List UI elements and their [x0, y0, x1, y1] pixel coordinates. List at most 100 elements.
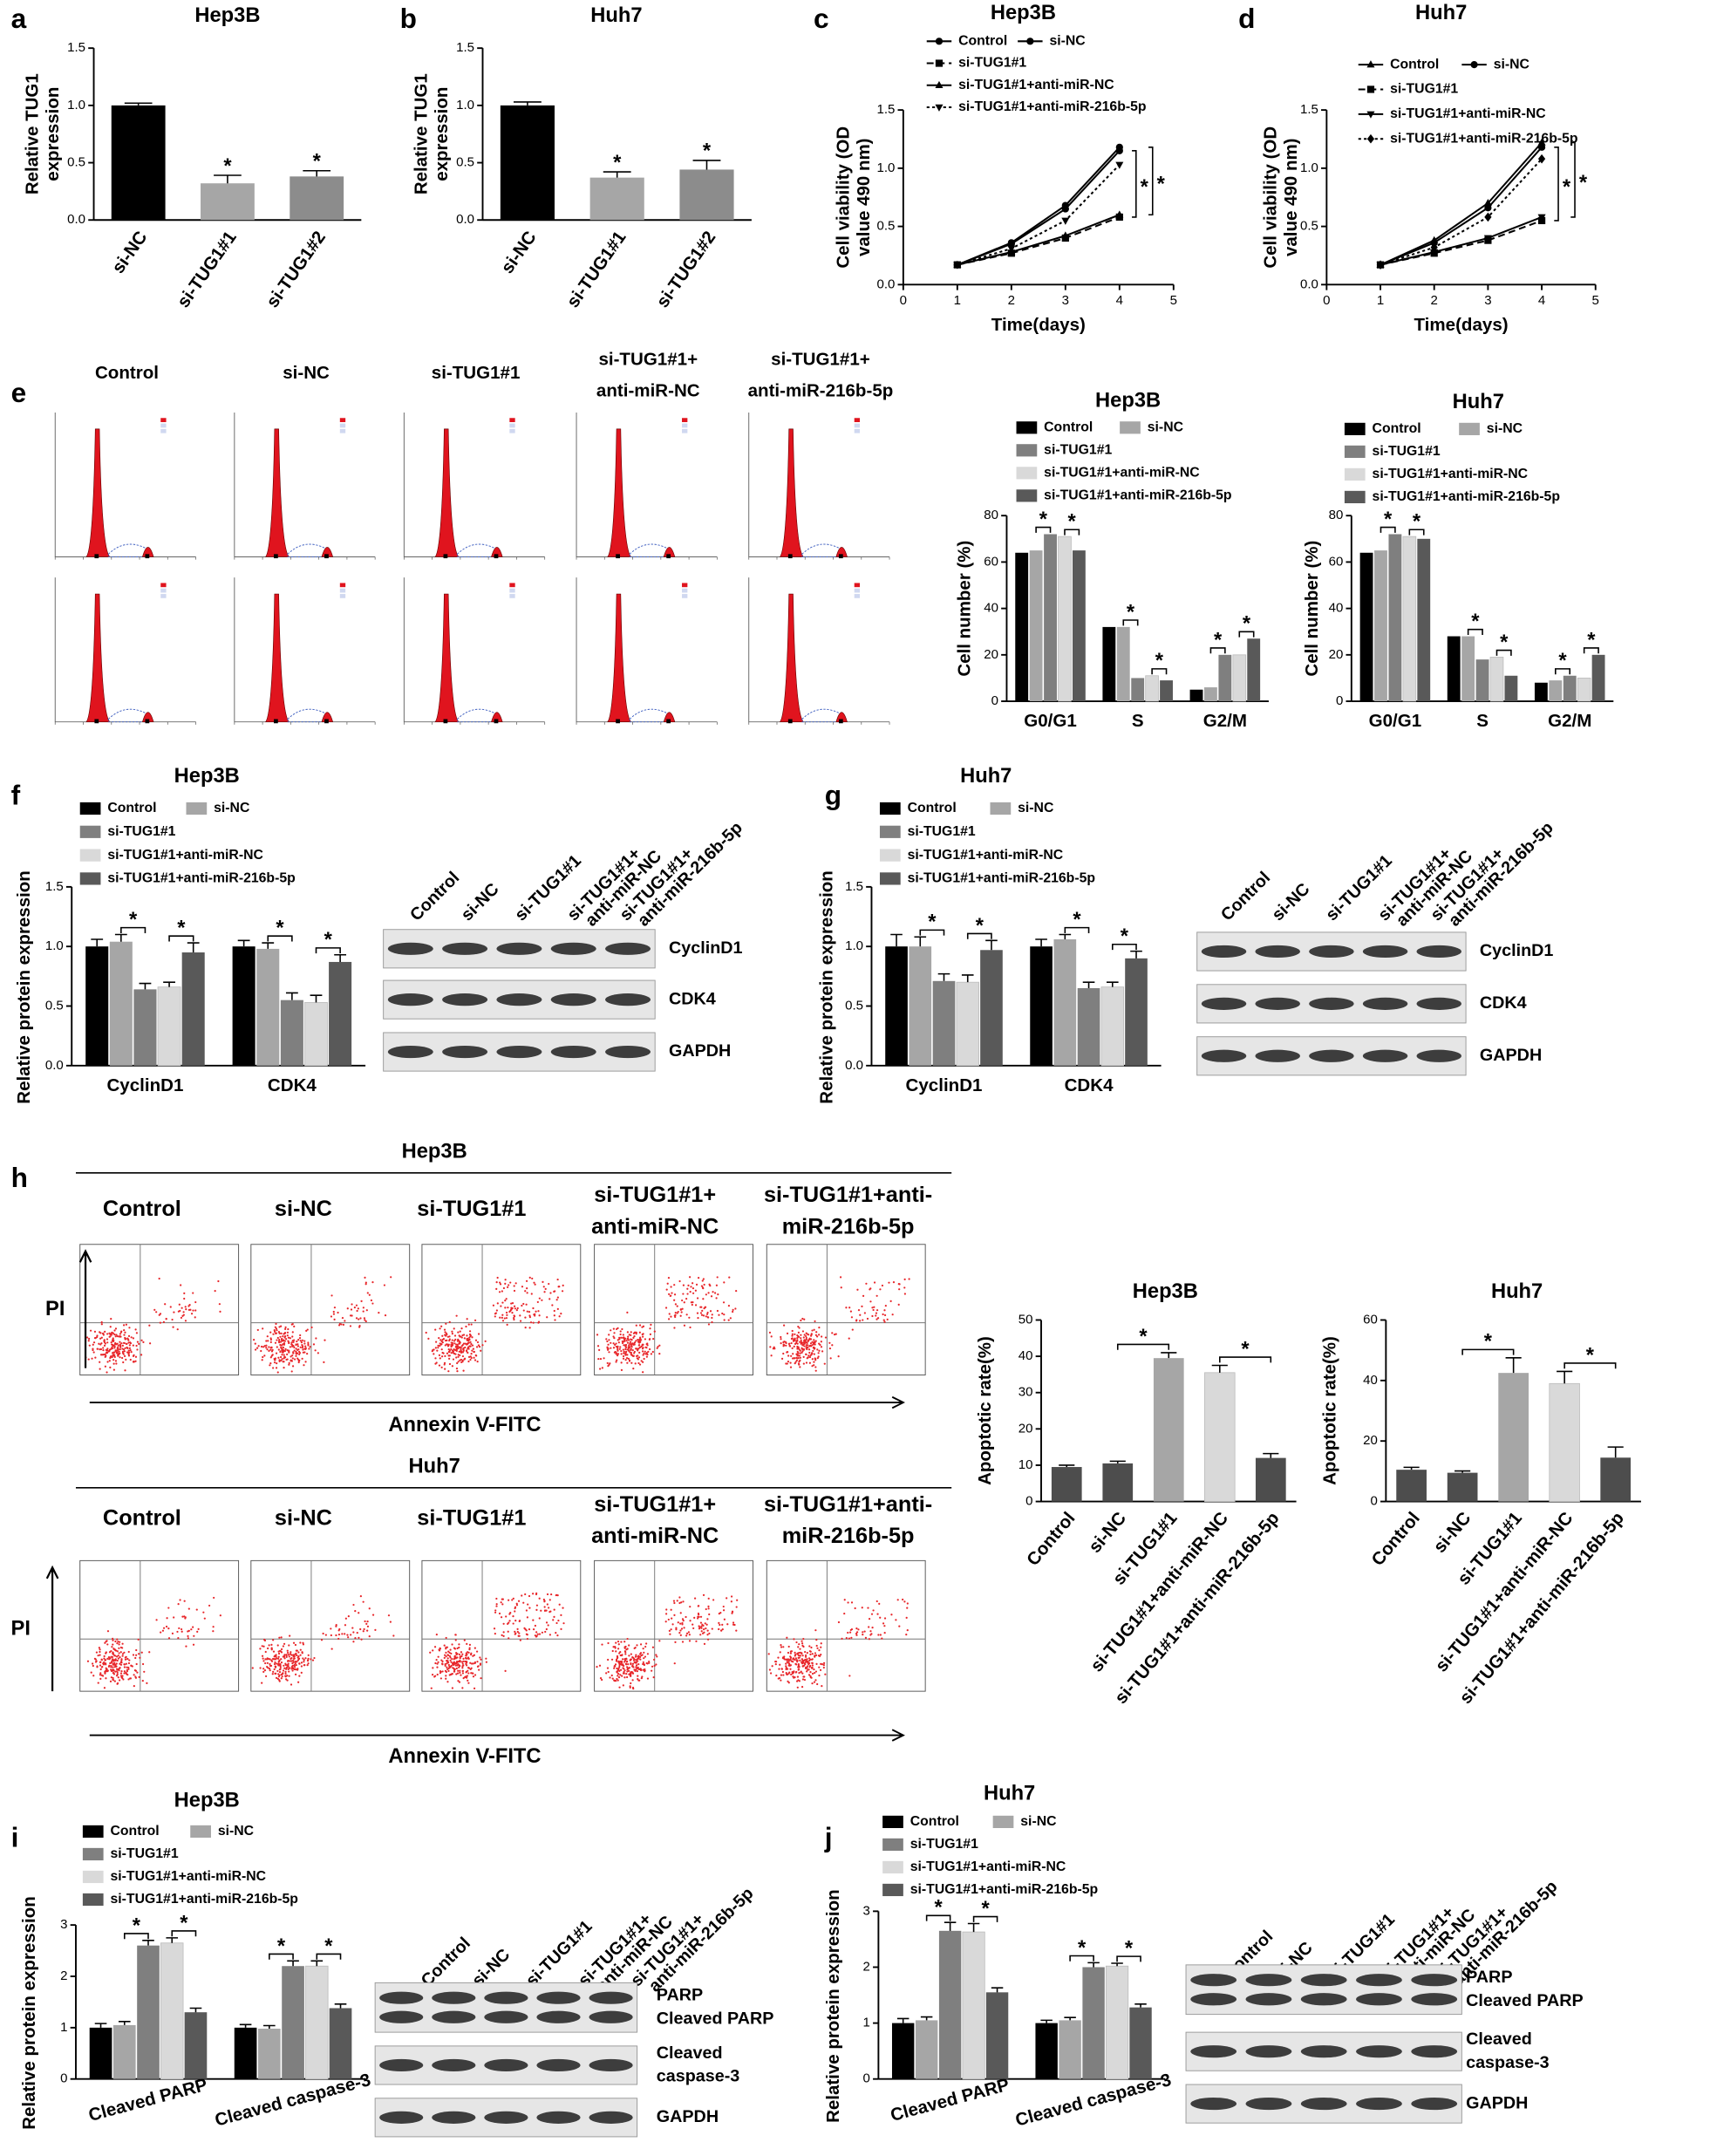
flow-dot	[903, 1600, 906, 1603]
flow-dot	[898, 1625, 901, 1627]
flow-dot	[897, 1303, 900, 1306]
flow-dot	[288, 1670, 290, 1673]
x-tick-label: CyclinD1	[106, 1075, 183, 1095]
flow-dot	[808, 1645, 811, 1648]
flow-dot	[280, 1346, 283, 1349]
histogram-s	[287, 708, 327, 723]
flow-dot	[447, 1370, 450, 1373]
flow-dot	[802, 1348, 805, 1351]
flow-dot	[118, 1643, 120, 1646]
flow-dot	[112, 1351, 116, 1354]
flow-dot	[272, 1333, 275, 1335]
flow-dot	[628, 1344, 630, 1347]
legend-label: si-TUG1#1	[107, 824, 175, 839]
flow-dot	[123, 1663, 126, 1666]
flow-dot	[783, 1341, 786, 1343]
y-tick-label: 30	[1019, 1385, 1033, 1400]
chart-title: Hep3B	[991, 2, 1056, 24]
flow-dot	[823, 1362, 826, 1365]
flow-dot	[798, 1354, 801, 1357]
flow-dot	[269, 1348, 272, 1351]
histogram-legend	[682, 583, 688, 588]
flow-dot	[458, 1681, 461, 1683]
flow-dot	[689, 1620, 691, 1622]
flow-dot	[702, 1287, 705, 1290]
flow-dot	[192, 1643, 195, 1646]
flow-dot	[280, 1677, 283, 1680]
histogram-legend	[682, 588, 688, 593]
flow-dot	[455, 1653, 458, 1656]
flow-dot	[108, 1360, 111, 1362]
flow-dot	[631, 1349, 634, 1352]
y-tick-label: 0.5	[876, 219, 895, 234]
flow-dot	[263, 1669, 267, 1672]
flow-dot	[795, 1641, 798, 1644]
legend-swatch	[1016, 444, 1038, 457]
flow-dot	[818, 1349, 821, 1352]
flow-dot	[515, 1604, 519, 1607]
flow-dot	[119, 1641, 121, 1643]
flow-dot	[509, 1281, 512, 1284]
flow-dot	[292, 1641, 296, 1644]
flow-dot	[616, 1670, 618, 1673]
flow-dot	[434, 1328, 437, 1331]
flow-dot	[451, 1333, 453, 1335]
flow-dot	[323, 1361, 325, 1363]
legend-label: si-TUG1#1+anti-miR-NC	[1373, 467, 1529, 481]
error-bar	[985, 939, 998, 951]
flow-dot	[97, 1655, 99, 1657]
flow-dot	[647, 1350, 650, 1353]
flow-dot	[806, 1341, 808, 1345]
flow-dot	[106, 1630, 110, 1633]
flow-dot	[862, 1294, 865, 1297]
flow-dot	[787, 1361, 790, 1363]
flow-dot	[263, 1345, 266, 1348]
flow-dot	[473, 1687, 476, 1689]
flow-dot	[690, 1301, 692, 1304]
y-axis-label: expression	[43, 87, 63, 181]
flow-dot	[522, 1601, 525, 1604]
flow-dot	[620, 1349, 623, 1353]
flow-dot	[286, 1353, 289, 1355]
flow-dot	[435, 1658, 438, 1661]
flow-dot	[132, 1361, 135, 1363]
flow-dot	[690, 1286, 692, 1288]
flow-dot	[278, 1360, 281, 1362]
flow-dot	[799, 1659, 801, 1661]
flow-dot	[109, 1657, 112, 1660]
flow-dot	[617, 1673, 620, 1675]
flow-dot	[173, 1616, 175, 1619]
flow-dot	[106, 1643, 109, 1646]
flow-dot	[549, 1292, 552, 1294]
legend-label: si-TUG1#1+anti-miR-216b-5p	[1044, 488, 1231, 503]
flow-dot	[276, 1336, 279, 1340]
flow-dot	[455, 1314, 458, 1317]
flow-dot	[683, 1301, 685, 1304]
flow-dot	[445, 1636, 447, 1640]
flow-dot	[284, 1326, 287, 1328]
flow-dot	[300, 1341, 303, 1344]
flow-dot	[447, 1348, 450, 1351]
flow-dot	[95, 1660, 98, 1662]
flow-dot	[430, 1687, 433, 1689]
legend-label: Control	[910, 1814, 959, 1829]
flow-dot	[485, 1661, 487, 1663]
bar	[181, 952, 205, 1066]
flow-dot	[456, 1361, 459, 1365]
flow-dot	[627, 1347, 630, 1349]
legend-label: Control	[1373, 421, 1421, 436]
flow-dot	[628, 1644, 630, 1647]
bracket	[1148, 147, 1154, 216]
flow-dot	[129, 1342, 133, 1345]
flow-dot	[119, 1662, 121, 1665]
flow-dot	[117, 1344, 119, 1347]
x-tick-label: S	[1132, 711, 1144, 731]
flow-dot	[610, 1674, 613, 1677]
flow-dot	[848, 1337, 850, 1340]
flow-dot	[637, 1358, 640, 1361]
flow-dot	[633, 1331, 637, 1334]
flow-dot	[180, 1316, 183, 1320]
bracket	[919, 929, 945, 936]
flow-dot	[282, 1669, 285, 1672]
flow-dot	[856, 1631, 859, 1634]
